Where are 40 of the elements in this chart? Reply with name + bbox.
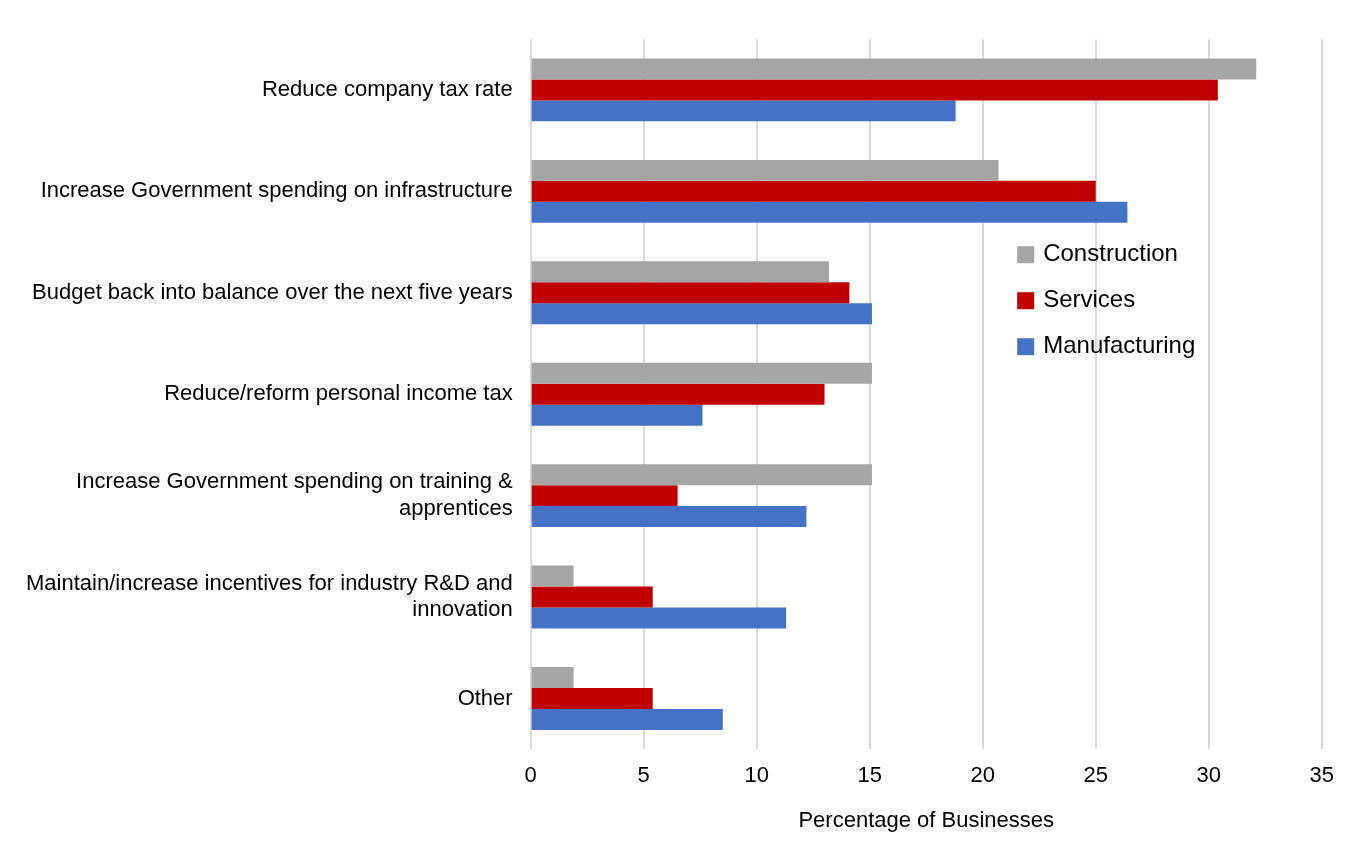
legend-label: Services (1043, 284, 1136, 312)
bar (531, 100, 956, 122)
bar (531, 79, 1218, 101)
x-tick-label: 10 (744, 762, 769, 788)
y-tick-label: Reduce company tax rate (261, 75, 513, 101)
bar (531, 261, 830, 283)
y-tick-label: Other (457, 684, 513, 710)
bar (531, 464, 872, 486)
bar (531, 303, 872, 325)
bar (531, 159, 999, 181)
x-tick-label: 35 (1309, 762, 1335, 788)
y-tick-label: Reduce/reform personal income tax (164, 380, 513, 406)
x-tick-label: 15 (857, 762, 882, 788)
bar (531, 180, 1096, 202)
x-tick-label: 30 (1196, 762, 1221, 788)
bar (531, 667, 574, 689)
legend-label: Construction (1043, 238, 1178, 266)
x-axis-title: Percentage of Businesses (798, 806, 1055, 832)
x-tick-label: 20 (970, 762, 995, 788)
bar (531, 58, 1257, 80)
legend-label: Manufacturing (1043, 330, 1196, 358)
bar (531, 282, 850, 304)
bar (531, 201, 1128, 223)
x-tick-label: 5 (637, 762, 650, 788)
bar (531, 607, 787, 629)
bar (531, 362, 872, 384)
y-tick-label: Increase Government spending on infrastructure (40, 177, 513, 203)
y-tick-label: Maintain/increase incentives for industry R&D and innovation (25, 569, 513, 622)
x-tick-label: 25 (1083, 762, 1108, 788)
y-tick-label: Increase Government spending on training & apprentices (76, 468, 513, 520)
bar (531, 485, 678, 507)
y-tick-label: Budget back into balance over the next five years (32, 278, 513, 304)
bar (531, 565, 574, 587)
x-tick-label: 0 (524, 762, 537, 788)
bar (531, 383, 825, 405)
bar (531, 708, 723, 730)
bar (531, 404, 703, 426)
bar (531, 506, 807, 528)
bar (531, 586, 653, 608)
bar (531, 688, 653, 709)
